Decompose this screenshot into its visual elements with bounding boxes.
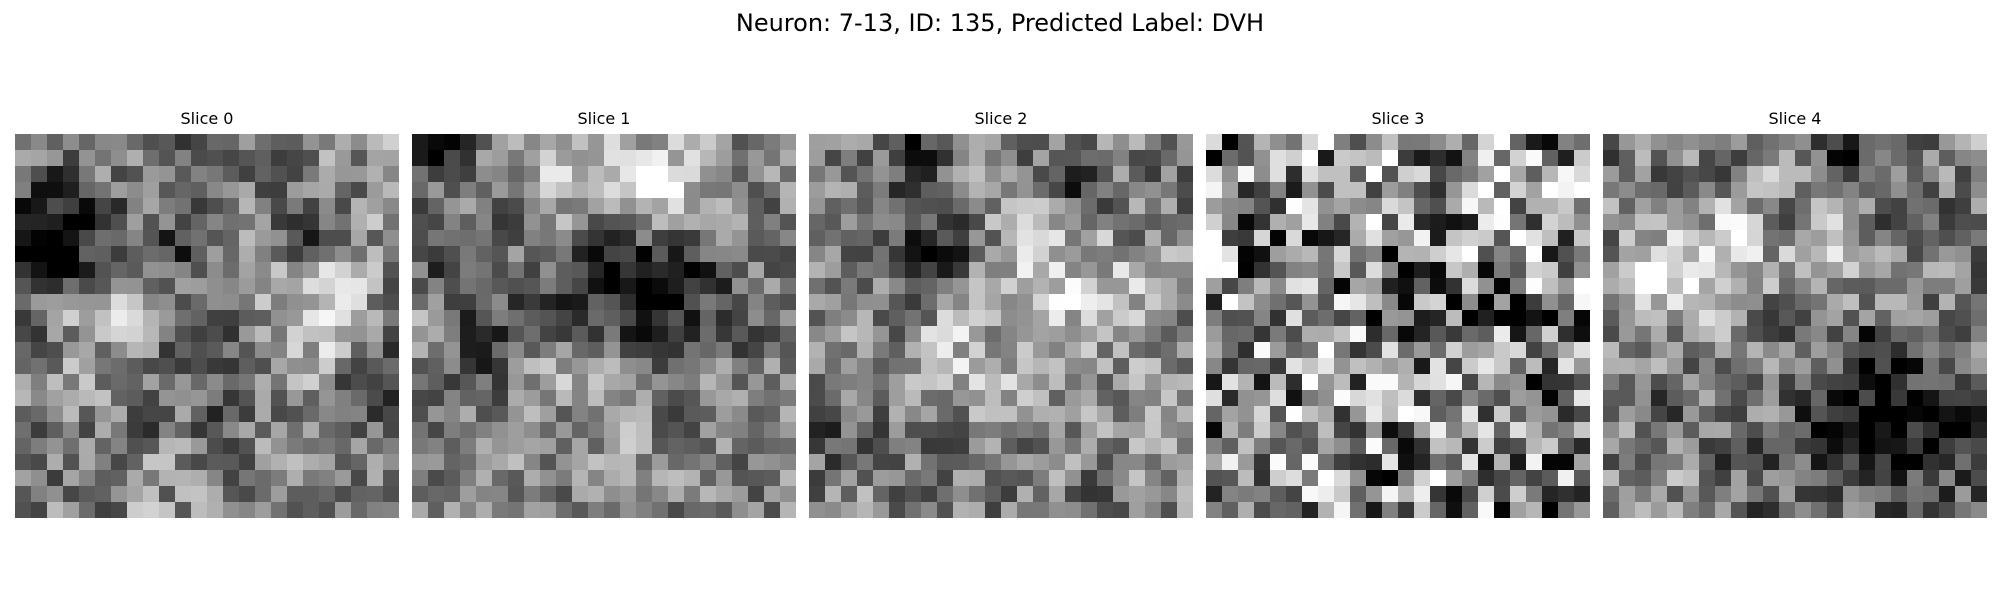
slice-panel-2: Slice 2 [809,108,1193,518]
slice-image-1 [412,134,796,518]
slice-title-4: Slice 4 [1768,109,1822,128]
slice-title-1: Slice 1 [577,109,631,128]
slice-title-3: Slice 3 [1371,109,1425,128]
slice-panel-4: Slice 4 [1603,108,1987,518]
slice-panel-0: Slice 0 [15,108,399,518]
slice-title-0: Slice 0 [180,109,234,128]
figure-title: Neuron: 7-13, ID: 135, Predicted Label: … [735,9,1265,37]
slice-image-3 [1206,134,1590,518]
slice-image-4 [1603,134,1987,518]
slice-title-2: Slice 2 [974,109,1028,128]
slice-image-0 [15,134,399,518]
slice-panel-3: Slice 3 [1206,108,1590,518]
slice-panel-1: Slice 1 [412,108,796,518]
slice-image-2 [809,134,1193,518]
